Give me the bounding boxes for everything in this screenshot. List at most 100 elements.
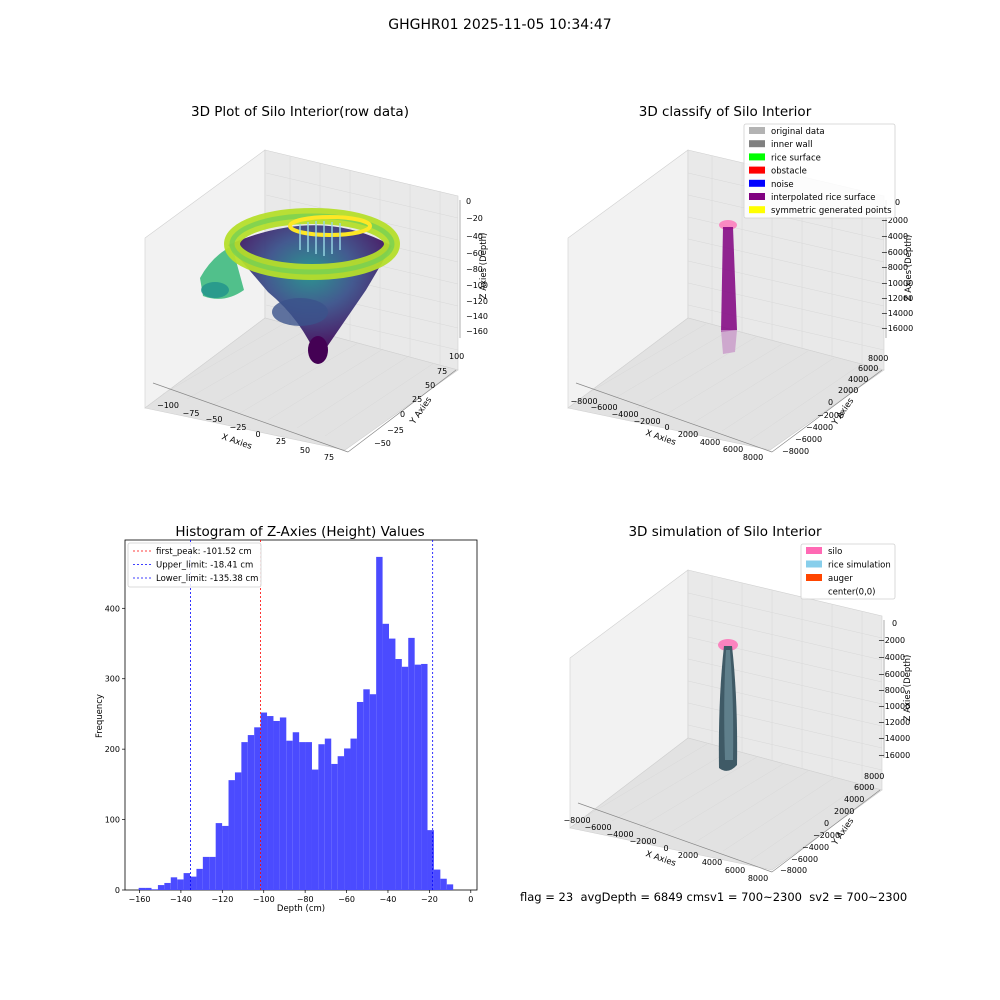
histogram-bar (170, 877, 178, 890)
histogram-bar (273, 720, 280, 890)
plot2-ztick: −4000 (881, 232, 908, 241)
histogram-bar (382, 623, 389, 890)
plot4-xtick: 0 (663, 844, 668, 853)
histogram-bar (164, 882, 171, 890)
plot2-ztick: −14000 (881, 309, 913, 318)
plot1-xtick: −100 (157, 401, 179, 410)
legend-swatch (806, 547, 822, 554)
plot2-zlabel: Z Axies (Depth) (904, 235, 914, 302)
plot4-ytick: 4000 (844, 795, 864, 804)
plot1-ztick: −20 (466, 214, 483, 223)
histogram-bar (292, 732, 300, 890)
status-footer: flag = 23 avgDepth = 6849 cmsv1 = 700~23… (520, 890, 907, 904)
histogram-bar (363, 689, 370, 890)
histogram-xtick: −80 (297, 895, 314, 904)
histogram-xtick: −100 (253, 895, 275, 904)
plot1-ytick: −25 (387, 426, 404, 435)
histogram-bar (260, 712, 268, 890)
histogram-bar (177, 879, 184, 890)
plot4-ztick: −14000 (878, 734, 910, 743)
plot2-ztick: 0 (895, 198, 900, 207)
plot2-ytick: 6000 (858, 364, 878, 373)
plot1-xtick: −50 (206, 415, 223, 424)
legend-swatch (749, 179, 765, 187)
plot2-title: 3D classify of Silo Interior (638, 104, 812, 120)
plot4-zlabel: Z Axies (Depth) (903, 655, 913, 722)
histogram-x-ticks: −160 −140 −120 −100 −80 −60 −40 −20 0 (129, 890, 473, 904)
plot2-ztick: −6000 (881, 248, 908, 257)
histogram-xtick: 0 (468, 895, 473, 904)
plot4-ztick: −16000 (878, 751, 910, 760)
plot2-legend: original data inner wall rice surface obsta… (743, 123, 896, 219)
histogram-ytick: 300 (105, 675, 120, 684)
plot4-ytick: −8000 (780, 866, 807, 875)
histogram-bar (337, 756, 345, 890)
sv2-value: sv2 = 700~2300 (809, 890, 908, 904)
plot1-ytick: 75 (437, 367, 447, 376)
plot2-ytick: −4000 (806, 423, 833, 432)
plot1-axes: −100 −75 −50 −25 0 25 50 75 X Axies −50 … (144, 149, 489, 462)
legend-label: rice simulation (828, 561, 891, 571)
histogram-xtick: −160 (129, 895, 151, 904)
plot1-title: 3D Plot of Silo Interior(row data) (191, 104, 409, 120)
histogram-xtick: −20 (421, 895, 438, 904)
plot4-xtick: 8000 (748, 874, 768, 883)
plot4-xtick: 2000 (678, 851, 698, 860)
plot1-ztick: −120 (466, 297, 488, 306)
plot4-xlabel: X Axies (644, 849, 677, 869)
plot1-y-ticks: −50 −25 0 25 50 75 100 (374, 352, 464, 448)
plot2-x-ticks: −8000 −6000 −4000 −2000 0 2000 4000 6000… (570, 397, 763, 462)
plot4-axes: −8000 −6000 −4000 −2000 0 2000 4000 6000… (563, 543, 913, 883)
plot2-axes: −8000 −6000 −4000 −2000 0 2000 4000 6000… (567, 123, 914, 462)
plot1-xtick: 0 (255, 430, 260, 439)
plot4-ytick: −2000 (813, 831, 840, 840)
flag-value: flag = 23 (520, 890, 574, 904)
legend-swatch (749, 166, 765, 174)
histogram-bar (279, 717, 287, 890)
histogram-bars (138, 556, 454, 890)
histogram-bar (344, 748, 351, 890)
plot1-point-cloud (200, 208, 400, 364)
plot2-ztick: −12000 (881, 294, 913, 303)
legend-label: rice surface (771, 153, 821, 163)
plot2-ytick: 4000 (848, 375, 868, 384)
legend-label: silo (828, 547, 842, 557)
plot1-ztick: −160 (466, 327, 488, 336)
plot2-xtick: 6000 (723, 445, 743, 454)
histogram-bar (376, 556, 383, 890)
plot2-xtick: −4000 (611, 410, 638, 419)
histogram-ytick: 400 (105, 604, 120, 613)
legend-label: original data (771, 127, 825, 137)
plot4-ztick: −2000 (878, 636, 905, 645)
plot2-ztick: −8000 (881, 263, 908, 272)
histogram-ytick: 0 (115, 886, 120, 895)
plot1-xtick: 25 (276, 437, 286, 446)
plot4-ztick: −4000 (878, 653, 905, 662)
histogram-bar (286, 740, 293, 890)
histogram-bar (305, 742, 312, 890)
plot2-ytick: −8000 (782, 447, 809, 456)
legend-swatch (806, 560, 822, 568)
plot2-ytick: −6000 (795, 435, 822, 444)
legend-label: obstacle (771, 167, 807, 177)
plot2-xtick: 8000 (743, 453, 763, 462)
histogram-ylabel: Frequency (95, 694, 105, 738)
histogram-ytick: 200 (105, 745, 120, 754)
histogram-bar (254, 727, 261, 890)
plot4-simulation-surface (718, 639, 738, 771)
plot4-xtick: −8000 (563, 816, 590, 825)
histogram-bar (138, 887, 146, 890)
histogram-legend-label: Upper_limit: -18.41 cm (156, 561, 253, 571)
plot1-zlabel: Z Axies (Depth) (479, 233, 489, 300)
plot2-xtick: 0 (664, 423, 669, 432)
plot1-xtick: 50 (300, 446, 310, 455)
plot4-ytick: −4000 (802, 843, 829, 852)
plot4-title: 3D simulation of Silo Interior (628, 524, 822, 540)
histogram-bar (196, 868, 203, 890)
histogram-xtick: −120 (211, 895, 233, 904)
histogram-bar (209, 856, 216, 890)
histogram-bar (228, 780, 235, 890)
plot1-ztick: −80 (466, 265, 483, 274)
histogram-bar (183, 873, 191, 890)
histogram-bar (157, 885, 165, 890)
